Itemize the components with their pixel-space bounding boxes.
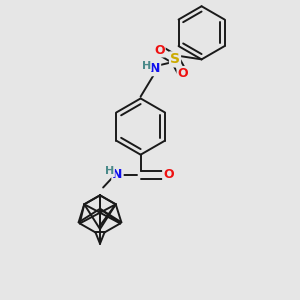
Text: S: S	[170, 52, 180, 66]
Text: O: O	[178, 67, 188, 80]
Text: N: N	[150, 62, 160, 75]
Text: O: O	[154, 44, 165, 56]
Text: H: H	[142, 61, 151, 70]
Text: H: H	[105, 166, 114, 176]
Text: O: O	[163, 169, 174, 182]
Text: N: N	[112, 169, 123, 182]
